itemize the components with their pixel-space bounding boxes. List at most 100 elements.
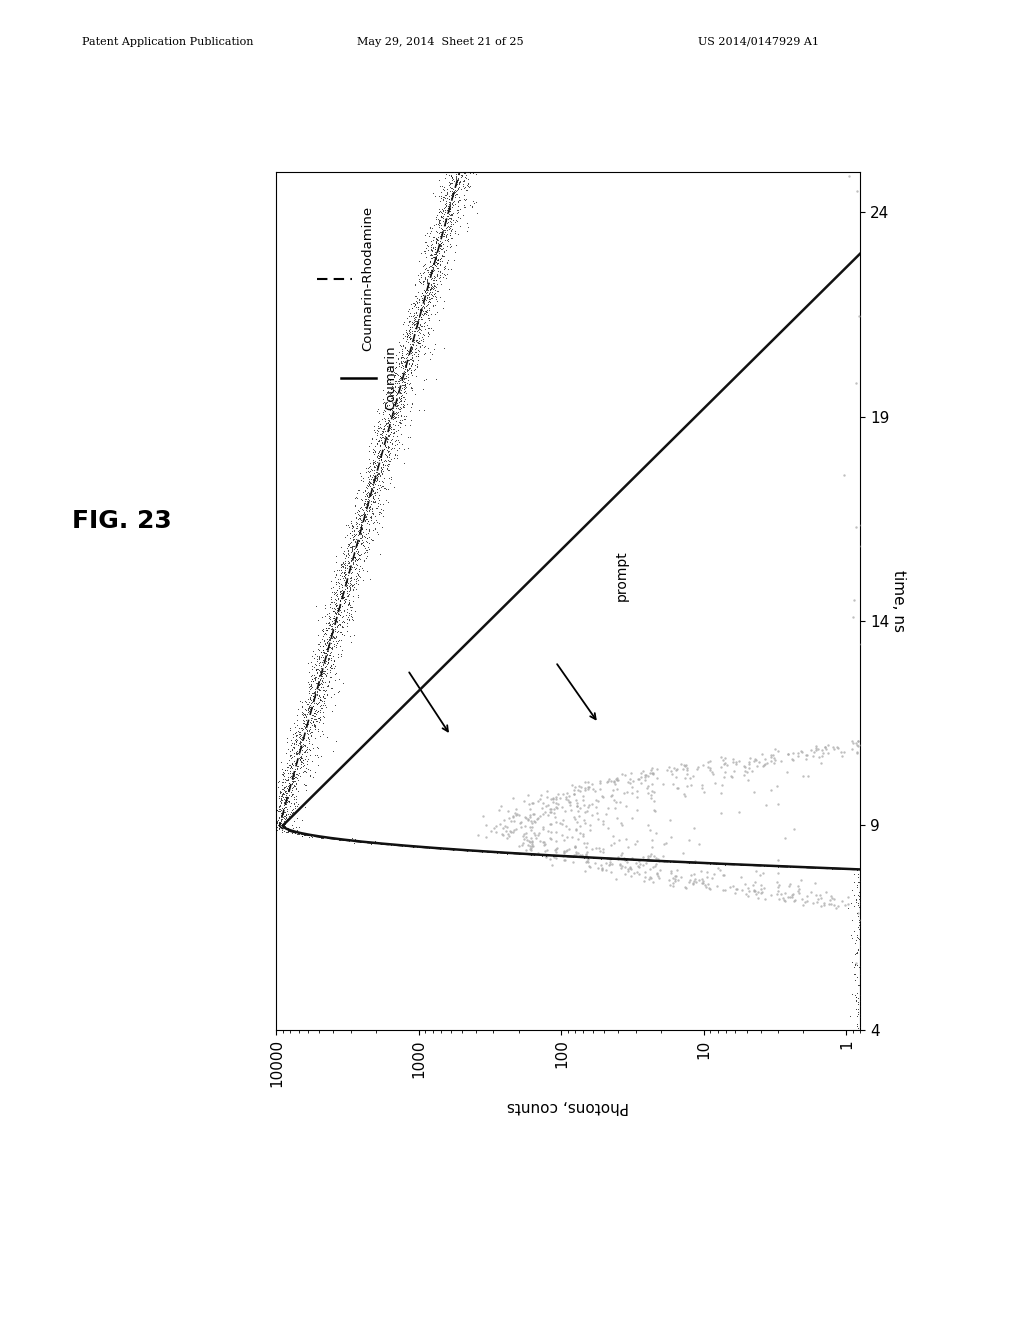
Point [425, 268, 441, 289]
Point [851, 891, 867, 912]
Point [326, 598, 342, 619]
Point [885, 396, 901, 417]
Point [288, 731, 304, 752]
Point [435, 264, 452, 285]
Point [753, 879, 769, 900]
Point [912, 511, 929, 532]
Point [912, 302, 929, 323]
Point [912, 408, 929, 429]
Point [403, 345, 420, 366]
Point [289, 748, 305, 770]
Point [373, 449, 389, 470]
Point [858, 882, 874, 903]
Point [686, 871, 702, 892]
Point [912, 243, 929, 264]
Point [287, 771, 303, 792]
Point [912, 482, 929, 503]
Point [912, 310, 929, 331]
Point [894, 966, 910, 987]
Point [316, 630, 333, 651]
Point [893, 451, 909, 473]
Point [912, 186, 929, 207]
Point [456, 170, 472, 191]
Point [306, 693, 323, 714]
Point [708, 853, 724, 874]
Point [450, 191, 466, 213]
Point [910, 438, 927, 459]
Point [890, 582, 906, 603]
Point [909, 958, 926, 979]
Point [860, 928, 877, 949]
Point [410, 317, 426, 338]
Point [889, 473, 905, 494]
Point [435, 219, 452, 240]
Point [340, 543, 356, 564]
Point [912, 356, 929, 378]
Point [279, 752, 295, 774]
Point [387, 445, 403, 466]
Point [912, 726, 929, 747]
Point [912, 339, 929, 360]
Point [348, 528, 365, 549]
Point [872, 523, 889, 544]
Point [515, 833, 531, 854]
Point [612, 857, 629, 878]
Point [280, 788, 296, 809]
Point [860, 950, 877, 972]
Point [864, 461, 881, 482]
Point [912, 727, 929, 748]
Point [912, 248, 929, 269]
Point [899, 618, 915, 639]
Point [408, 293, 424, 314]
Point [451, 172, 467, 193]
Point [374, 463, 390, 484]
Point [877, 418, 893, 440]
Point [912, 601, 929, 622]
Point [332, 590, 348, 611]
Point [902, 491, 919, 512]
Point [298, 730, 314, 751]
Point [577, 771, 593, 792]
Point [599, 797, 615, 818]
Point [912, 540, 929, 561]
Point [896, 535, 912, 556]
Point [308, 710, 325, 731]
Point [873, 417, 890, 438]
Point [345, 552, 361, 573]
Point [895, 345, 911, 366]
Point [419, 281, 435, 302]
Point [435, 210, 452, 231]
Point [308, 657, 325, 678]
Point [321, 626, 337, 647]
Point [275, 810, 292, 832]
Point [911, 523, 928, 544]
Point [871, 957, 888, 978]
Point [883, 968, 899, 989]
Point [333, 556, 349, 577]
Point [446, 174, 463, 195]
Point [858, 924, 874, 945]
Point [890, 965, 906, 986]
Point [418, 300, 434, 321]
Point [617, 796, 634, 817]
Point [309, 659, 326, 680]
Point [308, 700, 325, 721]
Point [365, 469, 381, 490]
Point [857, 873, 873, 894]
Point [318, 638, 335, 659]
Point [428, 247, 444, 268]
Point [888, 721, 904, 742]
Point [912, 325, 929, 346]
Point [888, 319, 904, 341]
Point [390, 364, 407, 385]
Point [392, 388, 409, 409]
Point [327, 594, 343, 615]
Point [335, 611, 351, 632]
Point [446, 194, 463, 215]
Point [912, 612, 929, 634]
Point [912, 388, 929, 409]
Point [912, 569, 929, 590]
Point [860, 966, 877, 987]
Point [418, 301, 434, 322]
Point [858, 997, 874, 1018]
